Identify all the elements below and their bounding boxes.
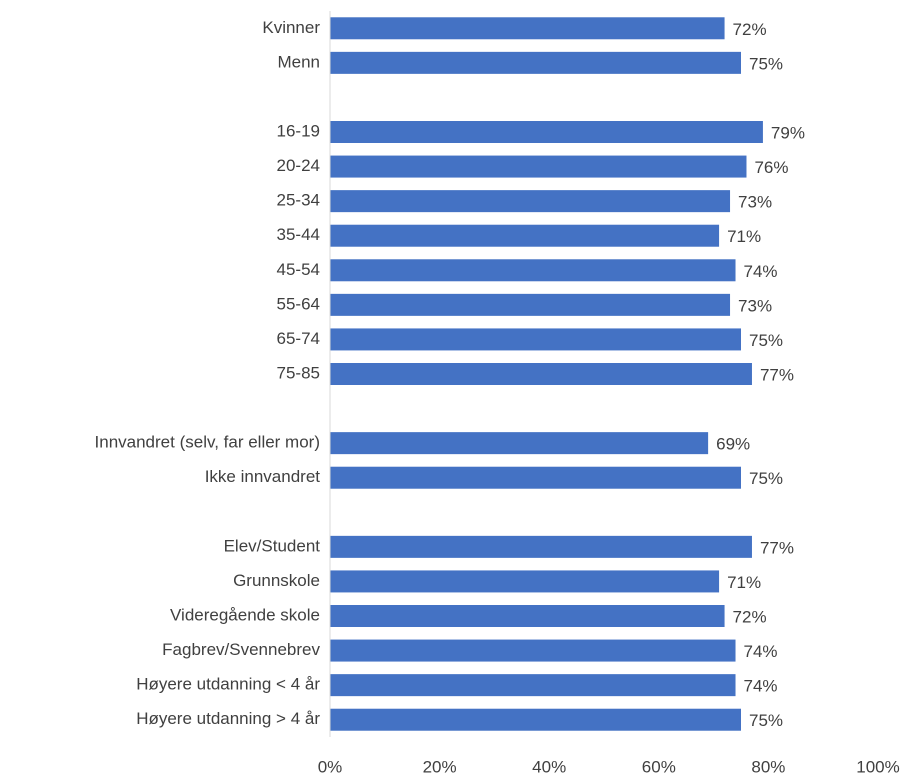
- value-label: 76%: [754, 158, 788, 177]
- bar: [330, 17, 725, 40]
- value-label: 69%: [716, 435, 750, 454]
- bar: [330, 363, 752, 385]
- bar: [330, 293, 731, 316]
- bar: [330, 224, 720, 247]
- y-tick-label: Menn: [277, 52, 320, 71]
- x-tick-label: 20%: [423, 757, 457, 776]
- y-tick-label: 45-54: [277, 260, 320, 279]
- bar: [330, 121, 763, 143]
- bar: [330, 466, 741, 489]
- bar: [330, 51, 741, 74]
- value-label: 73%: [738, 193, 772, 212]
- x-tick-label: 60%: [642, 757, 676, 776]
- x-tick-label: 40%: [532, 757, 566, 776]
- bar: [330, 605, 725, 627]
- y-tick-label: 35-44: [277, 225, 320, 244]
- value-label: 74%: [744, 642, 778, 661]
- y-tick-label: 65-74: [277, 329, 320, 348]
- y-tick-label: 75-85: [277, 363, 320, 382]
- value-label: 77%: [760, 538, 794, 557]
- value-label: 73%: [738, 296, 772, 315]
- y-tick-label: Grunnskole: [233, 571, 320, 590]
- y-tick-label: Kvinner: [262, 18, 320, 37]
- bar: [330, 639, 736, 662]
- value-label: 72%: [733, 20, 767, 39]
- bar: [330, 674, 736, 697]
- value-label: 74%: [744, 677, 778, 696]
- bar: [330, 155, 747, 178]
- y-tick-label: Fagbrev/Svennebrev: [162, 640, 320, 659]
- value-label: 79%: [771, 123, 805, 142]
- y-tick-label: Elev/Student: [224, 536, 321, 555]
- y-tick-label: Videregående skole: [170, 605, 320, 624]
- bar: [330, 259, 736, 282]
- y-tick-label: 25-34: [277, 191, 320, 210]
- value-label: 75%: [749, 331, 783, 350]
- bar: [330, 328, 741, 351]
- x-tick-label: 0%: [318, 757, 343, 776]
- value-label: 75%: [749, 711, 783, 730]
- value-label: 75%: [749, 54, 783, 73]
- y-tick-label: Innvandret (selv, far eller mor): [95, 433, 320, 452]
- value-label: 74%: [744, 262, 778, 281]
- value-label: 75%: [749, 469, 783, 488]
- y-tick-label: 20-24: [277, 156, 320, 175]
- value-label: 72%: [733, 607, 767, 626]
- x-tick-label: 80%: [751, 757, 785, 776]
- value-label: 71%: [727, 573, 761, 592]
- x-tick-label: 100%: [856, 757, 899, 776]
- y-tick-label: 55-64: [277, 294, 320, 313]
- y-tick-label: Høyere utdanning < 4 år: [136, 675, 320, 694]
- y-tick-label: Ikke innvandret: [205, 467, 321, 486]
- y-tick-label: Høyere utdanning > 4 år: [136, 709, 320, 728]
- bar: [330, 570, 720, 593]
- bar: [330, 708, 741, 731]
- value-label: 77%: [760, 365, 794, 384]
- bar: [330, 190, 731, 213]
- value-label: 71%: [727, 227, 761, 246]
- bar: [330, 432, 709, 455]
- bar: [330, 535, 752, 558]
- y-tick-label: 16-19: [277, 121, 320, 140]
